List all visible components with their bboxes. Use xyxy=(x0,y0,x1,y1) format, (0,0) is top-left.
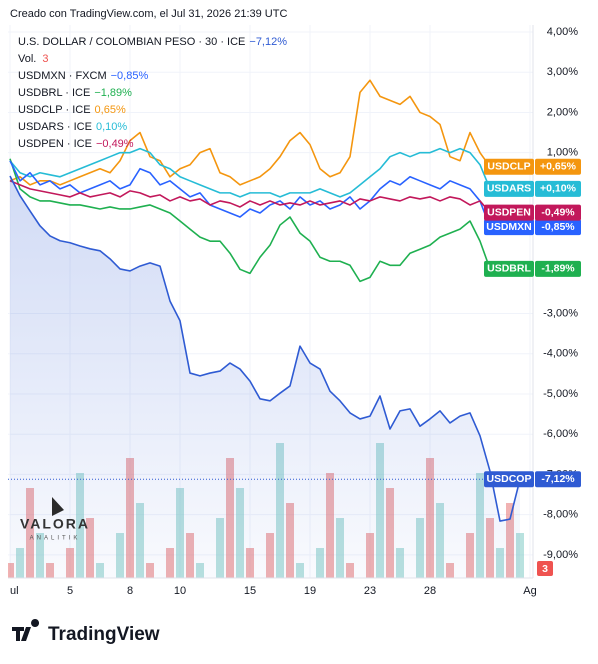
volume-badge-value: 3 xyxy=(542,563,548,575)
watermark: VALORA ANALITIK xyxy=(20,497,90,542)
legend-name: Vol. xyxy=(18,53,36,65)
credit: Creado con TradingView.com, el Jul 31, 2… xyxy=(10,8,287,20)
series-line xyxy=(9,147,491,198)
brand: TradingView xyxy=(48,624,160,645)
x-tick-label: 10 xyxy=(174,585,186,597)
legend-change: 0,10% xyxy=(96,121,127,133)
badge-name: USDARS xyxy=(487,183,531,195)
legend-entry: U.S. DOLLAR / COLOMBIAN PESO · 30 · ICE −… xyxy=(18,36,287,48)
volume-badge xyxy=(537,561,553,576)
legend-entry: USDMXN · FXCM −0,85% xyxy=(18,70,148,82)
badge xyxy=(535,260,581,277)
axis: 4,00% 3,00% 2,00% 1,00% -3,00% -4,00% -5,00% -6… xyxy=(10,26,578,597)
area-fill xyxy=(10,175,520,578)
legend-name: USDPEN · ICE xyxy=(18,138,92,150)
x-tick-label: 8 xyxy=(127,585,133,597)
badge xyxy=(535,219,581,236)
legend-change: −0,49% xyxy=(96,138,134,150)
watermark-name: VALORA xyxy=(20,516,90,532)
x-tick-label: 28 xyxy=(424,585,436,597)
logo-mark xyxy=(12,619,40,641)
legend-entry: USDPEN · ICE −0,49% xyxy=(18,138,134,150)
legend-change: −1,89% xyxy=(94,87,132,99)
badge-value: -1,89% xyxy=(541,263,575,275)
badge-name: USDMXN xyxy=(486,221,532,233)
series-line xyxy=(9,175,521,522)
legend-change: 0,65% xyxy=(95,104,126,116)
legend-entry: USDCLP · ICE 0,65% xyxy=(18,104,126,116)
badge xyxy=(484,180,534,197)
legend-name: USDBRL · ICE xyxy=(18,87,90,99)
brand-logo: TradingView xyxy=(12,619,160,645)
y-tick-label: -8,00% xyxy=(543,509,578,521)
legend-name: U.S. DOLLAR / COLOMBIAN PESO · 30 · ICE xyxy=(18,36,245,48)
badge-name: USDCLP xyxy=(487,161,530,173)
legend-change: 3 xyxy=(42,53,48,65)
x-tick-label: 23 xyxy=(364,585,376,597)
legend-change: −0,85% xyxy=(111,70,149,82)
badge xyxy=(484,471,534,488)
x-tick-label: 5 xyxy=(67,585,73,597)
badge xyxy=(535,180,581,197)
badge xyxy=(535,204,581,221)
y-tick-label: -6,00% xyxy=(543,428,578,440)
badge xyxy=(484,219,534,236)
legend-entry: USDBRL · ICE −1,89% xyxy=(18,87,132,99)
x-tick-label: 15 xyxy=(244,585,256,597)
badge xyxy=(484,158,534,175)
badge-value: +0,65% xyxy=(540,161,577,173)
legend: U.S. DOLLAR / COLOMBIAN PESO · 30 · ICE −… xyxy=(18,36,287,150)
badge xyxy=(535,471,581,488)
series-line xyxy=(9,158,491,283)
y-tick-label: 2,00% xyxy=(547,106,578,118)
y-tick-label: -9,00% xyxy=(543,549,578,561)
x-tick-label: 19 xyxy=(304,585,316,597)
legend-entry: Vol. 3 xyxy=(18,53,48,65)
badge-value: -0,85% xyxy=(541,221,575,233)
legend-name: USDMXN · FXCM xyxy=(18,70,107,82)
y-tick-label: 3,00% xyxy=(547,66,578,78)
x-tick-label: ul xyxy=(10,585,19,597)
badge-name: USDPEN xyxy=(487,206,531,218)
badge xyxy=(535,158,581,175)
watermark-tagline: ANALITIK xyxy=(30,536,81,542)
series-line xyxy=(9,180,491,214)
badge-value: -7,12% xyxy=(541,473,575,485)
badge-value: -0,49% xyxy=(541,206,575,218)
series-line xyxy=(9,160,491,228)
x-tick-label: Ag xyxy=(523,585,536,597)
series-line xyxy=(9,79,491,186)
y-tick-label: 4,00% xyxy=(547,26,578,38)
badge-name: USDCOP xyxy=(487,473,532,485)
legend-name: USDARS · ICE xyxy=(18,121,92,133)
badge xyxy=(484,260,534,277)
legend-entry: USDARS · ICE 0,10% xyxy=(18,121,127,133)
legend-change: −7,12% xyxy=(249,36,287,48)
y-tick-label: -5,00% xyxy=(543,388,578,400)
badge-value: +0,10% xyxy=(540,183,577,195)
legend-name: USDCLP · ICE xyxy=(18,104,91,116)
y-tick-label: -3,00% xyxy=(543,307,578,319)
badge xyxy=(484,204,534,221)
y-tick-label: 1,00% xyxy=(547,147,578,159)
badge-name: USDBRL xyxy=(487,263,531,275)
lines xyxy=(9,79,521,578)
watermark-logo xyxy=(52,497,64,516)
y-tick-label: -4,00% xyxy=(543,348,578,360)
